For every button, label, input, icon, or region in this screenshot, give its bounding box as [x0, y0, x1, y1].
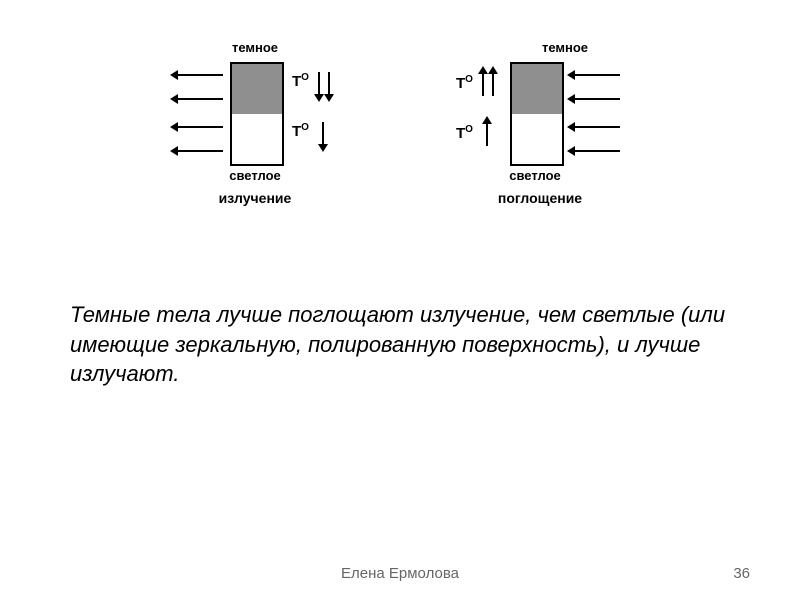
label-dark: темное [205, 40, 305, 55]
absorb-arrow [575, 150, 620, 152]
footer-page-number: 36 [733, 565, 750, 582]
heat-arrow-icon [482, 74, 484, 96]
caption-emission: излучение [205, 190, 305, 206]
label-light: светлое [205, 168, 305, 183]
label-dark: темное [515, 40, 615, 55]
cool-arrow-icon [322, 122, 324, 144]
heat-arrow-icon [486, 124, 488, 146]
heat-arrow-icon [492, 74, 494, 96]
footer-author: Елена Ермолова [0, 565, 800, 582]
box-dark-half [512, 64, 562, 116]
diagram-row: темное TO TO светлое излучение темное [0, 40, 800, 260]
cool-arrow-icon [318, 72, 320, 94]
absorb-arrow [575, 74, 620, 76]
caption-absorption: поглощение [480, 190, 600, 206]
emit-arrow [178, 98, 223, 100]
label-light: светлое [485, 168, 585, 183]
body-box [230, 62, 284, 166]
box-light-half [232, 114, 282, 164]
body-box [510, 62, 564, 166]
body-text: Темные тела лучше поглощают излучение, ч… [70, 300, 730, 389]
absorb-arrow [575, 98, 620, 100]
diagram-emission: темное TO TO светлое излучение [130, 40, 430, 240]
cool-arrow-icon [328, 72, 330, 94]
diagram-absorption: темное TO TO светлое поглощение [410, 40, 710, 240]
box-dark-half [232, 64, 282, 116]
temp-lower: TO [292, 122, 309, 140]
emit-arrow [178, 150, 223, 152]
temp-lower: TO [456, 124, 473, 142]
temp-upper: TO [456, 74, 473, 92]
emit-arrow [178, 126, 223, 128]
temp-upper: TO [292, 72, 309, 90]
box-light-half [512, 114, 562, 164]
absorb-arrow [575, 126, 620, 128]
emit-arrow [178, 74, 223, 76]
slide: темное TO TO светлое излучение темное [0, 0, 800, 600]
